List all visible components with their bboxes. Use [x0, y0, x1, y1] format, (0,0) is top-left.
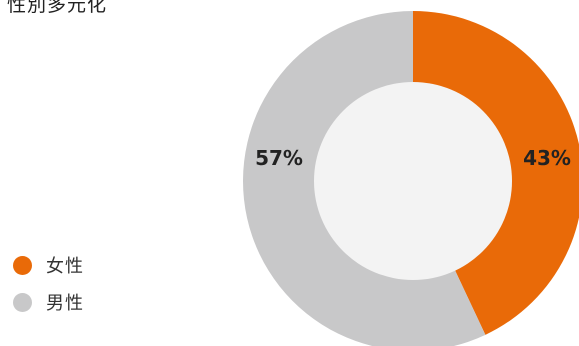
legend-item-female: 女性	[13, 254, 84, 277]
slice-labels: 43% 57%	[255, 146, 571, 170]
chart-title: 性別多元化	[7, 0, 108, 16]
slice-label-female: 43%	[523, 146, 571, 170]
donut-hole	[314, 82, 512, 280]
slice-label-male: 57%	[255, 146, 303, 170]
legend-swatch-male	[13, 292, 32, 312]
legend-label-female: 女性	[46, 256, 84, 277]
legend: 女性 男性	[13, 254, 84, 328]
legend-label-male: 男性	[46, 293, 84, 314]
legend-swatch-female	[13, 255, 32, 275]
legend-item-male: 男性	[13, 291, 84, 314]
